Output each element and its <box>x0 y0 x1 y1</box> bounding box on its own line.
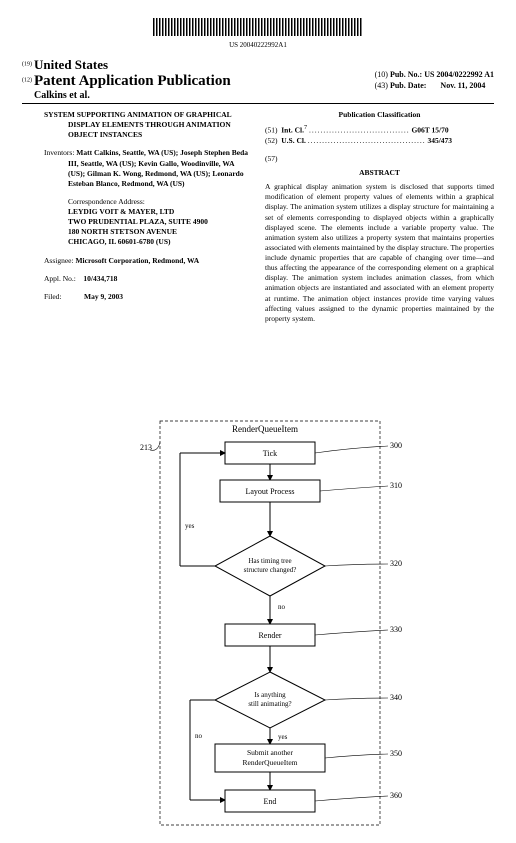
appno: 10/434,718 <box>83 274 117 283</box>
intcl-lbl: Int. Cl. <box>281 126 304 135</box>
svg-text:Tick: Tick <box>263 449 277 458</box>
assignee: Microsoft Corporation, Redmond, WA <box>75 256 199 265</box>
svg-text:310: 310 <box>390 481 402 490</box>
pubclass: Publication Classification <box>265 110 494 120</box>
uscl: 345/473 <box>427 136 452 145</box>
corr-lbl: Correspondence Address: <box>68 197 251 207</box>
svg-text:360: 360 <box>390 791 402 800</box>
asg-lbl: Assignee: <box>44 256 74 265</box>
n51: (51) <box>265 126 278 135</box>
uscl-lbl: U.S. Cl. <box>281 136 306 145</box>
header: (19) United States (12) Patent Applicati… <box>22 57 494 104</box>
svg-text:Render: Render <box>258 631 281 640</box>
svg-text:structure changed?: structure changed? <box>244 566 297 574</box>
n75: (75) <box>22 148 44 158</box>
intcl-sup: 7 <box>304 124 307 131</box>
n54: (54) <box>22 110 44 120</box>
svg-text:RenderQueueItem: RenderQueueItem <box>243 758 298 767</box>
n12: (12) <box>22 77 32 83</box>
filed-lbl: Filed: <box>44 292 62 301</box>
pubno: US 2004/0222992 A1 <box>424 70 494 79</box>
svg-text:Submit another: Submit another <box>247 748 294 757</box>
svg-text:350: 350 <box>390 749 402 758</box>
n52: (52) <box>265 136 278 145</box>
filed: May 9, 2003 <box>84 292 123 301</box>
n73: (73) <box>22 256 44 266</box>
intcl: G06T 15/70 <box>411 126 448 135</box>
app-lbl: Appl. No.: <box>44 274 76 283</box>
svg-text:Layout Process: Layout Process <box>245 487 294 496</box>
svg-text:213: 213 <box>140 443 152 452</box>
svg-text:Is anything: Is anything <box>254 691 286 699</box>
pubdate: Nov. 11, 2004 <box>440 81 485 90</box>
flowchart: RenderQueueItem Tick Layout Process Has … <box>110 418 420 828</box>
n19: (19) <box>22 61 32 67</box>
n57: (57) <box>265 154 278 163</box>
barcode <box>22 18 494 38</box>
barcode-text: US 20040222992A1 <box>22 41 494 49</box>
svg-text:RenderQueueItem: RenderQueueItem <box>232 424 298 434</box>
svg-text:still animating?: still animating? <box>248 700 291 708</box>
pubno-lbl: Pub. No.: <box>390 70 422 79</box>
svg-text:End: End <box>264 797 277 806</box>
svg-text:no: no <box>195 732 203 740</box>
abs-lbl: ABSTRACT <box>265 168 494 178</box>
svg-text:Has timing tree: Has timing tree <box>248 557 291 565</box>
country: United States <box>34 57 108 72</box>
title: SYSTEM SUPPORTING ANIMATION OF GRAPHICAL… <box>44 110 231 139</box>
svg-text:yes: yes <box>278 733 288 741</box>
n10: (10) <box>375 70 388 79</box>
authors: Calkins et al. <box>34 90 375 101</box>
inv-lbl: Inventors: <box>44 148 74 157</box>
svg-text:yes: yes <box>185 522 195 530</box>
svg-text:300: 300 <box>390 441 402 450</box>
n21: (21) <box>22 274 44 284</box>
svg-text:340: 340 <box>390 693 402 702</box>
inventors: Matt Calkins, Seattle, WA (US); Joseph S… <box>68 148 248 187</box>
svg-text:330: 330 <box>390 625 402 634</box>
svg-text:no: no <box>278 603 286 611</box>
abstract: A graphical display animation system is … <box>265 182 494 324</box>
svg-text:320: 320 <box>390 559 402 568</box>
corr: LEYDIG VOIT & MAYER, LTD TWO PRUDENTIAL … <box>68 207 208 246</box>
n22: (22) <box>22 292 44 302</box>
pubdate-lbl: Pub. Date: <box>390 81 426 90</box>
doctype: Patent Application Publication <box>34 73 231 89</box>
n43: (43) <box>375 81 388 90</box>
